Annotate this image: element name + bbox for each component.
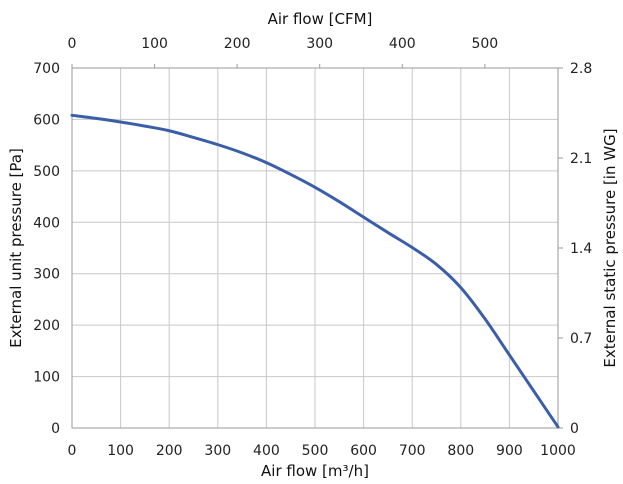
x-tick-label: 800 <box>447 443 474 459</box>
x-tick-label: 600 <box>350 443 377 459</box>
x2-tick-label: 100 <box>141 36 168 52</box>
y2-tick-label: 0.7 <box>570 331 592 347</box>
y-tick-label: 600 <box>33 112 60 128</box>
x-tick-label: 200 <box>156 443 183 459</box>
series-line <box>70 113 560 429</box>
x-tick-label: 100 <box>107 443 134 459</box>
y-tick-label: 300 <box>33 267 60 283</box>
series-layer <box>70 113 560 429</box>
x2-tick-label: 300 <box>306 36 333 52</box>
y-tick-label: 200 <box>33 318 60 334</box>
y-tick-label: 700 <box>33 61 60 77</box>
y-tick-label: 100 <box>33 370 60 386</box>
x-tick-label: 1000 <box>540 443 576 459</box>
x-axis-label: Air flow [m³/h] <box>261 462 369 480</box>
x-tick-label: 0 <box>68 443 77 459</box>
x-tick-label: 400 <box>253 443 280 459</box>
x-tick-label: 300 <box>204 443 231 459</box>
x2-tick-label: 200 <box>224 36 251 52</box>
y-tick-label: 500 <box>33 164 60 180</box>
x2-tick-label: 400 <box>389 36 416 52</box>
y2-tick-label: 0 <box>570 421 579 437</box>
y2-tick-label: 2.8 <box>570 61 592 77</box>
x2-tick-label: 500 <box>471 36 498 52</box>
x-tick-label: 500 <box>302 443 329 459</box>
x-tick-label: 700 <box>399 443 426 459</box>
y-tick-label: 400 <box>33 215 60 231</box>
grid-lines <box>71 64 563 429</box>
tick-labels: 0 100 200 300 400 500 600 700 800 900 100001002003… <box>33 36 592 459</box>
x-tick-label: 900 <box>496 443 523 459</box>
y2-tick-label: 2.1 <box>570 151 592 167</box>
x2-tick-label: 0 <box>68 36 77 52</box>
y-tick-label: 0 <box>51 421 60 437</box>
x2-axis-label: Air flow [CFM] <box>268 10 373 28</box>
y2-tick-label: 1.4 <box>570 241 592 257</box>
plot-frame <box>71 67 559 429</box>
y2-axis-label: External static pressure [in WG] <box>601 128 619 367</box>
y-axis-label: External unit pressure [Pa] <box>7 148 25 348</box>
